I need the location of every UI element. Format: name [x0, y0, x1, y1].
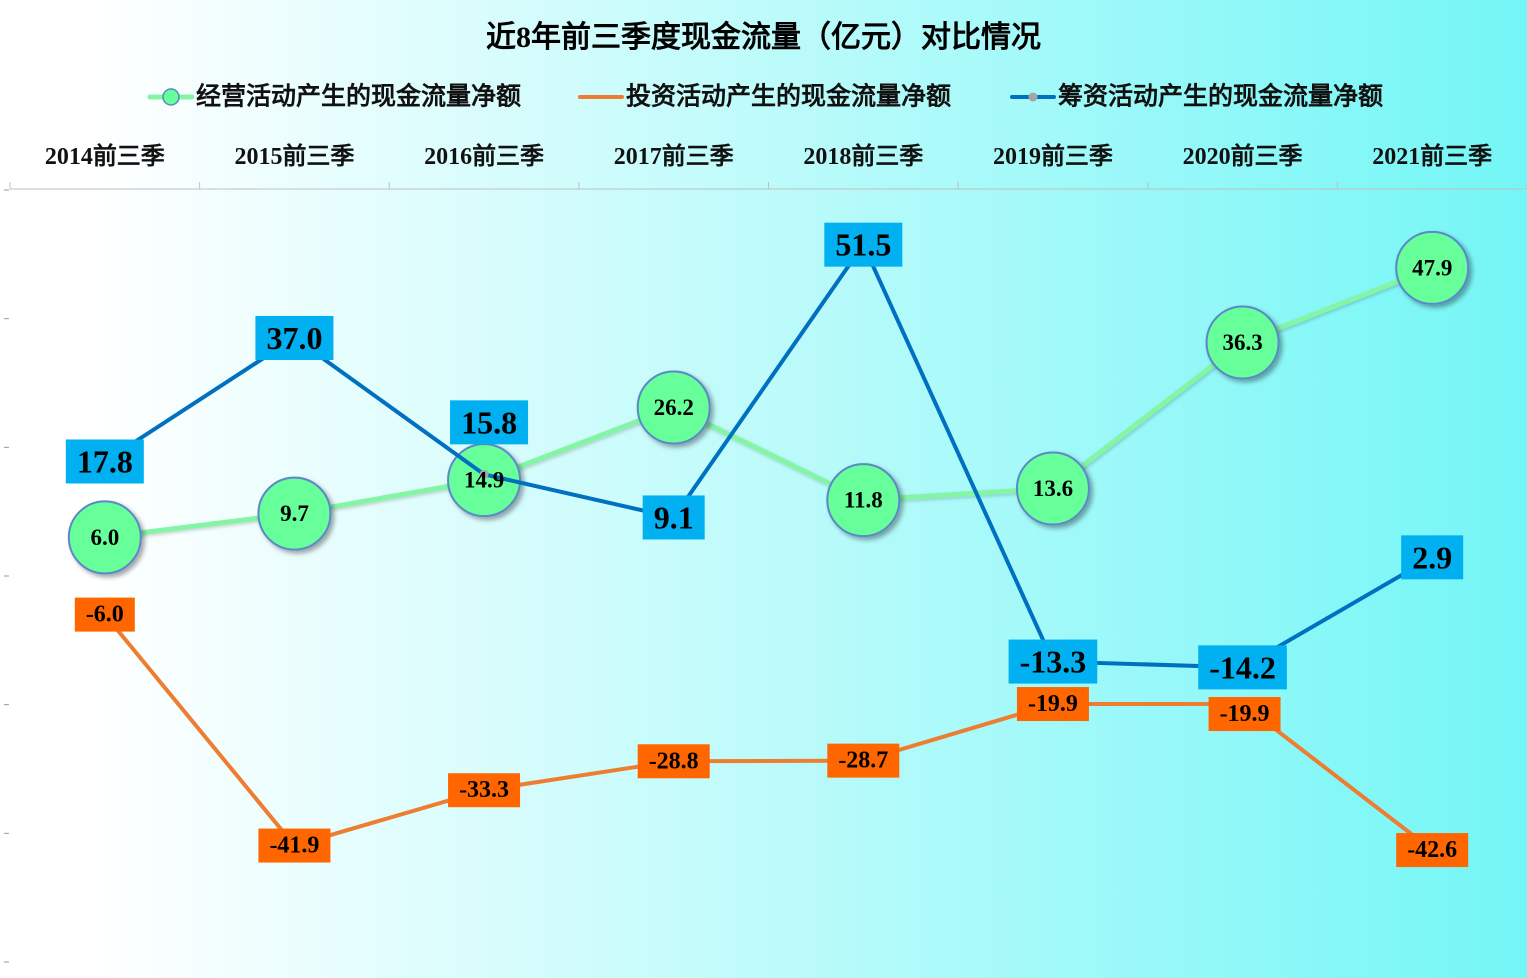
financing-data-label: -13.3 [1008, 639, 1098, 684]
legend-item-financing: 筹资活动产生的现金流量净额 [1010, 82, 1383, 111]
category-label: 2014前三季 [45, 142, 165, 170]
financing-data-label: 17.8 [65, 439, 144, 484]
operating-marker [1015, 451, 1090, 526]
operating-data-label: 9.7 [280, 501, 309, 526]
financing-data-label: 37.0 [255, 315, 334, 360]
operating-data-label: 36.3 [1222, 330, 1262, 355]
legend-marker-dot [1028, 92, 1038, 102]
operating-marker [1395, 230, 1470, 305]
chart-title: 近8年前三季度现金流量（亿元）对比情况 [486, 21, 1041, 54]
investing-label-box [1016, 687, 1089, 722]
financing-label-value: 37.0 [266, 320, 322, 356]
operating-label-value: 47.9 [1412, 255, 1452, 280]
legend-label: 筹资活动产生的现金流量净额 [1058, 82, 1383, 111]
legend-item-investing: 投资活动产生的现金流量净额 [578, 82, 951, 111]
financing-marker [479, 469, 489, 479]
operating-label-value: 11.8 [844, 488, 883, 513]
category-label: 2021前三季 [1372, 142, 1492, 170]
financing-data-label: -14.2 [1198, 645, 1287, 690]
investing-label-box [1396, 833, 1469, 868]
legend-marker-circle [162, 88, 180, 106]
investing-data-label: -41.9 [258, 828, 331, 863]
operating-marker [636, 370, 711, 445]
data-labels-layer: 6.0 9.7 14.9 26.2 11.8 13.6 36.3 47.9 -6.0 -41.9 -… [65, 222, 1469, 868]
investing-data-label: -6.0 [74, 597, 135, 632]
legend-label: 投资活动产生的现金流量净额 [626, 82, 951, 111]
investing-data-label: -42.6 [1396, 833, 1469, 868]
legend-label: 经营活动产生的现金流量净额 [196, 82, 521, 111]
investing-label-value: -19.9 [1220, 701, 1270, 727]
category-label: 2019前三季 [993, 142, 1113, 170]
financing-label-value: -14.2 [1209, 649, 1276, 685]
investing-label-value: -28.7 [838, 748, 888, 774]
operating-marker [1205, 305, 1280, 380]
operating-label-value: 26.2 [654, 395, 694, 420]
investing-label-box [448, 773, 521, 808]
operating-marker [257, 476, 332, 551]
investing-data-label: -28.8 [637, 744, 710, 779]
legend-item-operating: 经营活动产生的现金流量净额 [147, 82, 521, 111]
financing-label-value: -13.3 [1020, 644, 1087, 680]
financing-label-box [450, 400, 529, 445]
investing-label-value: -28.8 [649, 748, 699, 774]
financing-label-value: 51.5 [835, 227, 891, 263]
financing-label-box [642, 495, 705, 540]
investing-label-box [258, 828, 331, 863]
financing-label-value: 17.8 [77, 443, 133, 479]
financing-label-value: 2.9 [1412, 539, 1452, 575]
investing-label-box [74, 597, 135, 632]
operating-data-label: 13.6 [1033, 476, 1073, 501]
operating-label-value: 36.3 [1222, 330, 1262, 355]
investing-label-box [1208, 697, 1281, 732]
category-label: 2015前三季 [234, 142, 354, 170]
operating-label-value: 9.7 [280, 501, 309, 526]
legend: 经营活动产生的现金流量净额 投资活动产生的现金流量净额 筹资活动产生的现金流量净额 [147, 82, 1383, 111]
investing-data-label: -19.9 [1016, 687, 1089, 722]
investing-label-value: -42.6 [1407, 837, 1457, 863]
investing-label-value: -41.9 [269, 833, 319, 859]
financing-label-value: 9.1 [654, 499, 694, 535]
axes: 2014前三季 2015前三季 2016前三季 2017前三季 2018前三季 2019前… [4, 142, 1527, 963]
financing-label-box [1008, 639, 1098, 684]
financing-label-box [255, 315, 334, 360]
category-label: 2018前三季 [803, 142, 923, 170]
financing-label-box [65, 439, 144, 484]
financing-label-box [824, 222, 903, 267]
financing-label-value: 15.8 [461, 404, 517, 440]
operating-data-label: 11.8 [844, 488, 883, 513]
operating-marker [826, 463, 901, 538]
category-label: 2017前三季 [614, 142, 734, 170]
operating-data-label: 14.9 [464, 468, 504, 493]
operating-data-label: 6.0 [90, 525, 119, 550]
financing-data-label: 15.8 [450, 400, 529, 445]
investing-label-value: -33.3 [459, 777, 509, 803]
investing-label-value: -19.9 [1028, 691, 1078, 717]
operating-marker [67, 500, 142, 575]
financing-data-label: 9.1 [642, 495, 705, 540]
investing-label-box [637, 744, 710, 779]
category-label: 2016前三季 [424, 142, 544, 170]
investing-data-label: -19.9 [1208, 697, 1281, 732]
operating-label-value: 13.6 [1033, 476, 1073, 501]
investing-data-label: -28.7 [827, 743, 900, 778]
operating-label-value: 6.0 [90, 525, 119, 550]
financing-data-label: 2.9 [1401, 535, 1464, 580]
investing-label-value: -6.0 [86, 602, 124, 628]
operating-data-label: 47.9 [1412, 255, 1452, 280]
category-label: 2020前三季 [1183, 142, 1303, 170]
financing-label-box [1401, 535, 1464, 580]
operating-data-label: 26.2 [654, 395, 694, 420]
financing-data-label: 51.5 [824, 222, 903, 267]
investing-data-label: -33.3 [448, 773, 521, 808]
operating-label-value: 14.9 [464, 468, 504, 493]
financing-label-box [1198, 645, 1287, 690]
investing-label-box [827, 743, 900, 778]
